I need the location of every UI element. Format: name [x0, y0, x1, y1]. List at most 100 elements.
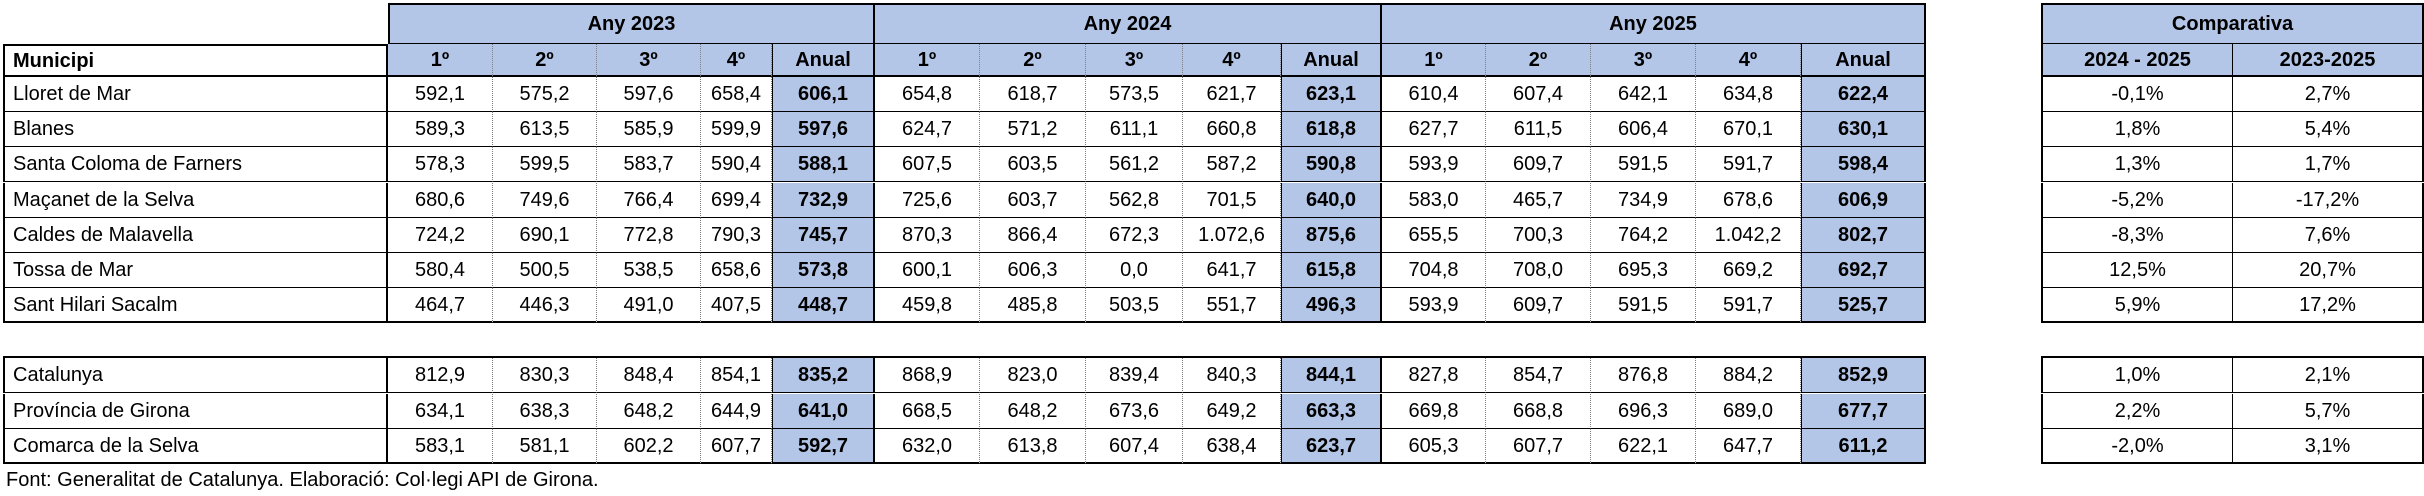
comparativa-value: -17,2% — [2233, 183, 2424, 218]
comparativa-value: 20,7% — [2233, 253, 2424, 288]
quarter-value: 827,8 — [1382, 358, 1486, 393]
annual-value: 622,4 — [1801, 77, 1926, 112]
quarter-value: 599,5 — [493, 147, 597, 182]
quarter-value: 503,5 — [1086, 288, 1183, 323]
quarter-value: 848,4 — [597, 358, 701, 393]
annual-value: 611,2 — [1801, 429, 1926, 464]
quarter-value: 690,1 — [493, 218, 597, 253]
comparativa-value: 5,9% — [2041, 288, 2233, 323]
comparativa-value: 5,4% — [2233, 112, 2424, 147]
annual-value: 618,8 — [1281, 112, 1382, 147]
quarter-value: 668,8 — [1486, 394, 1591, 429]
comparativa-value: 7,6% — [2233, 218, 2424, 253]
comparativa-value: 17,2% — [2233, 288, 2424, 323]
comparativa-column-header: 2024 - 2025 — [2041, 44, 2233, 77]
quarter-column-header: 1º — [388, 44, 493, 77]
quarter-value: 648,2 — [597, 394, 701, 429]
annual-value: 844,1 — [1281, 358, 1382, 393]
comparativa-value: 2,7% — [2233, 77, 2424, 112]
quarter-value: 583,0 — [1382, 183, 1486, 218]
comparativa-value: -8,3% — [2041, 218, 2233, 253]
quarter-value: 602,2 — [597, 429, 701, 464]
annual-value: 448,7 — [772, 288, 875, 323]
comparativa-value: 2,2% — [2041, 394, 2233, 429]
quarter-value: 581,1 — [493, 429, 597, 464]
quarter-value: 627,7 — [1382, 112, 1486, 147]
quarter-value: 603,5 — [980, 147, 1086, 182]
annual-value: 606,9 — [1801, 183, 1926, 218]
quarter-value: 670,1 — [1696, 112, 1801, 147]
quarter-value: 622,1 — [1591, 429, 1696, 464]
quarter-value: 611,1 — [1086, 112, 1183, 147]
quarter-value: 866,4 — [980, 218, 1086, 253]
quarter-value: 772,8 — [597, 218, 701, 253]
quarter-value: 583,1 — [388, 429, 493, 464]
quarter-value: 607,7 — [701, 429, 772, 464]
quarter-value: 0,0 — [1086, 253, 1183, 288]
annual-value: 588,1 — [772, 147, 875, 182]
quarter-value: 764,2 — [1591, 218, 1696, 253]
quarter-value: 734,9 — [1591, 183, 1696, 218]
year-group-header: Any 2023 — [388, 3, 875, 44]
annual-value: 692,7 — [1801, 253, 1926, 288]
quarter-value: 644,9 — [701, 394, 772, 429]
annual-value: 640,0 — [1281, 183, 1382, 218]
quarter-value: 668,5 — [875, 394, 980, 429]
aggregat-row-name: Província de Girona — [3, 394, 388, 429]
quarter-value: 660,8 — [1183, 112, 1281, 147]
quarter-value: 464,7 — [388, 288, 493, 323]
quarter-value: 585,9 — [597, 112, 701, 147]
annual-value: 745,7 — [772, 218, 875, 253]
block-top-border — [2041, 356, 2424, 358]
comparativa-value: 3,1% — [2233, 429, 2424, 464]
quarter-value: 642,1 — [1591, 77, 1696, 112]
block-top-border — [3, 356, 1926, 358]
annual-column-header: Anual — [1801, 44, 1926, 77]
quarter-value: 459,8 — [875, 288, 980, 323]
quarter-value: 562,8 — [1086, 183, 1183, 218]
annual-value: 630,1 — [1801, 112, 1926, 147]
comparativa-value: 12,5% — [2041, 253, 2233, 288]
quarter-column-header: 4º — [701, 44, 772, 77]
municipi-row-name: Sant Hilari Sacalm — [3, 288, 388, 323]
quarter-value: 725,6 — [875, 183, 980, 218]
quarter-value: 603,7 — [980, 183, 1086, 218]
quarter-value: 669,2 — [1696, 253, 1801, 288]
quarter-value: 689,0 — [1696, 394, 1801, 429]
quarter-value: 591,7 — [1696, 147, 1801, 182]
quarter-value: 840,3 — [1183, 358, 1281, 393]
quarter-column-header: 3º — [1591, 44, 1696, 77]
annual-value: 573,8 — [772, 253, 875, 288]
quarter-value: 611,5 — [1486, 112, 1591, 147]
quarter-value: 607,4 — [1486, 77, 1591, 112]
comparativa-value: 1,7% — [2233, 147, 2424, 182]
quarter-value: 695,3 — [1591, 253, 1696, 288]
municipi-row-name: Maçanet de la Selva — [3, 183, 388, 218]
quarter-value: 790,3 — [701, 218, 772, 253]
quarter-value: 766,4 — [597, 183, 701, 218]
comparativa-column-header: 2023-2025 — [2233, 44, 2424, 77]
comparativa-value: 1,3% — [2041, 147, 2233, 182]
comparativa-value: -2,0% — [2041, 429, 2233, 464]
annual-value: 598,4 — [1801, 147, 1926, 182]
quarter-value: 500,5 — [493, 253, 597, 288]
quarter-value: 591,7 — [1696, 288, 1801, 323]
quarter-value: 593,9 — [1382, 288, 1486, 323]
municipi-row-name: Santa Coloma de Farners — [3, 147, 388, 182]
quarter-value: 658,6 — [701, 253, 772, 288]
quarter-value: 638,3 — [493, 394, 597, 429]
comparativa-value: 1,0% — [2041, 358, 2233, 393]
quarter-value: 1.042,2 — [1696, 218, 1801, 253]
annual-value: 852,9 — [1801, 358, 1926, 393]
quarter-value: 538,5 — [597, 253, 701, 288]
quarter-value: 407,5 — [701, 288, 772, 323]
quarter-value: 672,3 — [1086, 218, 1183, 253]
comparativa-value: 1,8% — [2041, 112, 2233, 147]
quarter-value: 632,0 — [875, 429, 980, 464]
quarter-value: 606,3 — [980, 253, 1086, 288]
annual-value: 802,7 — [1801, 218, 1926, 253]
quarter-column-header: 1º — [875, 44, 980, 77]
quarter-value: 593,9 — [1382, 147, 1486, 182]
quarter-value: 592,1 — [388, 77, 493, 112]
annual-value: 597,6 — [772, 112, 875, 147]
